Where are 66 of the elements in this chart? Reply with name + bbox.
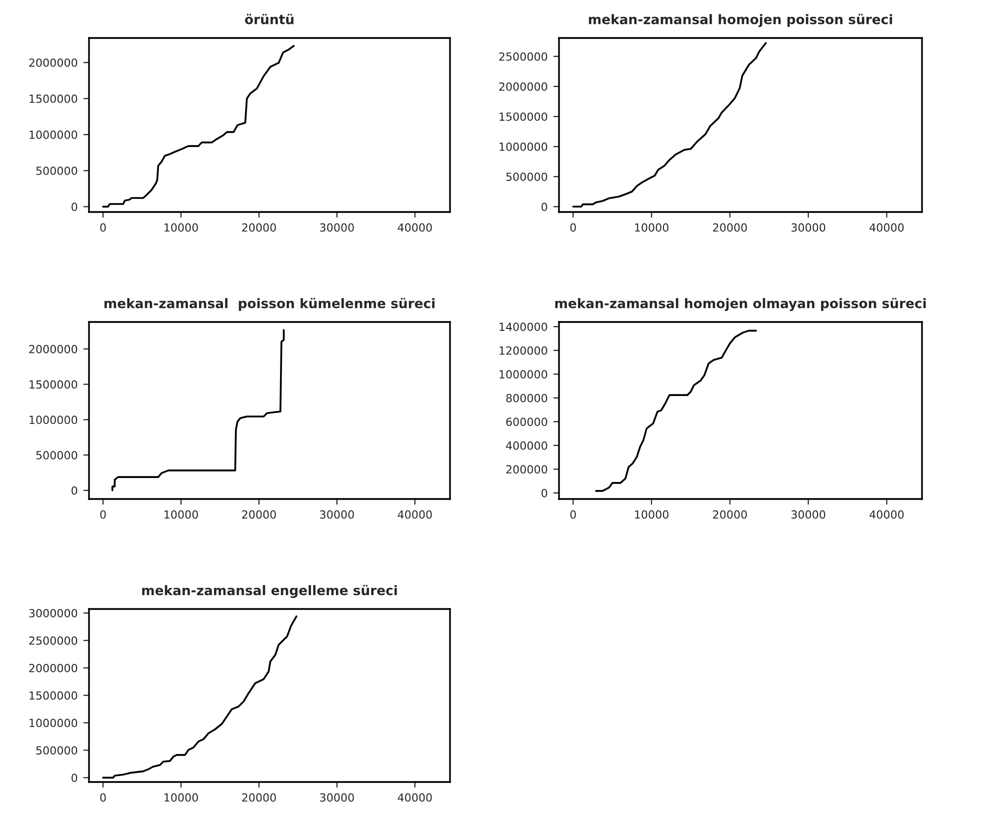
y-tick-label: 1500000 [30, 691, 78, 700]
y-tick-label: 2000000 [29, 664, 78, 672]
x-tick-label: 30000 [791, 223, 826, 232]
x-tick-label: 40000 [398, 510, 432, 519]
y-tick-label: 1000000 [500, 142, 548, 151]
y-tick-label: 1000000 [30, 416, 78, 424]
x-tick-label: 20000 [713, 223, 747, 232]
x-tick-label: 40000 [398, 223, 432, 232]
y-tick-label: 0 [72, 774, 78, 782]
x-tick-label: 40000 [870, 223, 904, 232]
x-tick-label: 30000 [320, 223, 354, 232]
y-tick-label: 0 [72, 486, 78, 495]
chart-title: mekan-zamansal homojen poisson süreci [588, 14, 892, 27]
x-tick-label: 30000 [791, 510, 826, 519]
chart-title: mekan-zamansal engelleme süreci [142, 584, 397, 598]
y-tick-label: 500000 [36, 450, 78, 460]
x-tick-label: 10000 [635, 510, 668, 519]
y-tick-label: 0 [542, 202, 548, 212]
chart-title: örüntü [245, 14, 294, 24]
y-tick-label: 1500000 [500, 112, 548, 121]
chart-title: mekan-zamansal poisson kümelenme süreci [104, 298, 434, 311]
y-tick-label: 0 [72, 202, 78, 212]
x-tick-label: 30000 [320, 793, 354, 802]
y-tick-label: 3000000 [29, 608, 78, 618]
x-tick-label: 0 [100, 510, 106, 519]
x-tick-label: 10000 [164, 223, 198, 232]
line-series [111, 329, 285, 492]
y-tick-label: 600000 [506, 418, 548, 426]
y-tick-label: 2000000 [29, 344, 78, 354]
x-tick-label: 20000 [242, 793, 276, 802]
x-tick-label: 30000 [320, 510, 354, 519]
y-tick-label: 2500000 [499, 52, 548, 61]
y-tick-label: 1000000 [30, 718, 78, 728]
y-tick-label: 2000000 [29, 58, 78, 67]
x-tick-label: 10000 [164, 793, 198, 802]
x-tick-label: 10000 [164, 510, 198, 519]
x-tick-label: 10000 [635, 223, 668, 232]
line-series [572, 42, 767, 208]
line-series [595, 330, 757, 492]
line-series [102, 44, 295, 208]
y-tick-label: 500000 [36, 166, 78, 176]
y-tick-label: 400000 [506, 441, 548, 450]
y-tick-label: 1000000 [500, 370, 548, 379]
y-tick-label: 500000 [506, 172, 548, 181]
chart-title: mekan-zamansal homojen olmayan poisson süreci [555, 298, 926, 311]
y-tick-label: 1200000 [500, 346, 548, 355]
y-tick-label: 1500000 [30, 94, 78, 103]
y-tick-label: 1400000 [500, 322, 548, 332]
y-tick-label: 500000 [36, 746, 78, 755]
y-tick-label: 1000000 [30, 130, 78, 139]
x-tick-label: 0 [100, 793, 106, 802]
y-tick-label: 0 [542, 488, 548, 498]
x-tick-label: 20000 [242, 223, 276, 232]
x-tick-label: 20000 [242, 510, 276, 519]
line-series [102, 615, 298, 779]
y-tick-label: 800000 [506, 394, 548, 402]
x-tick-label: 20000 [713, 510, 747, 519]
y-tick-label: 2500000 [29, 636, 78, 645]
x-tick-label: 40000 [870, 510, 904, 519]
y-tick-label: 200000 [506, 465, 548, 474]
x-tick-label: 40000 [398, 793, 432, 802]
x-tick-label: 0 [570, 223, 576, 232]
x-tick-label: 0 [100, 223, 106, 232]
y-tick-label: 1500000 [30, 380, 78, 389]
y-tick-label: 2000000 [499, 82, 548, 91]
x-tick-label: 0 [570, 510, 576, 519]
